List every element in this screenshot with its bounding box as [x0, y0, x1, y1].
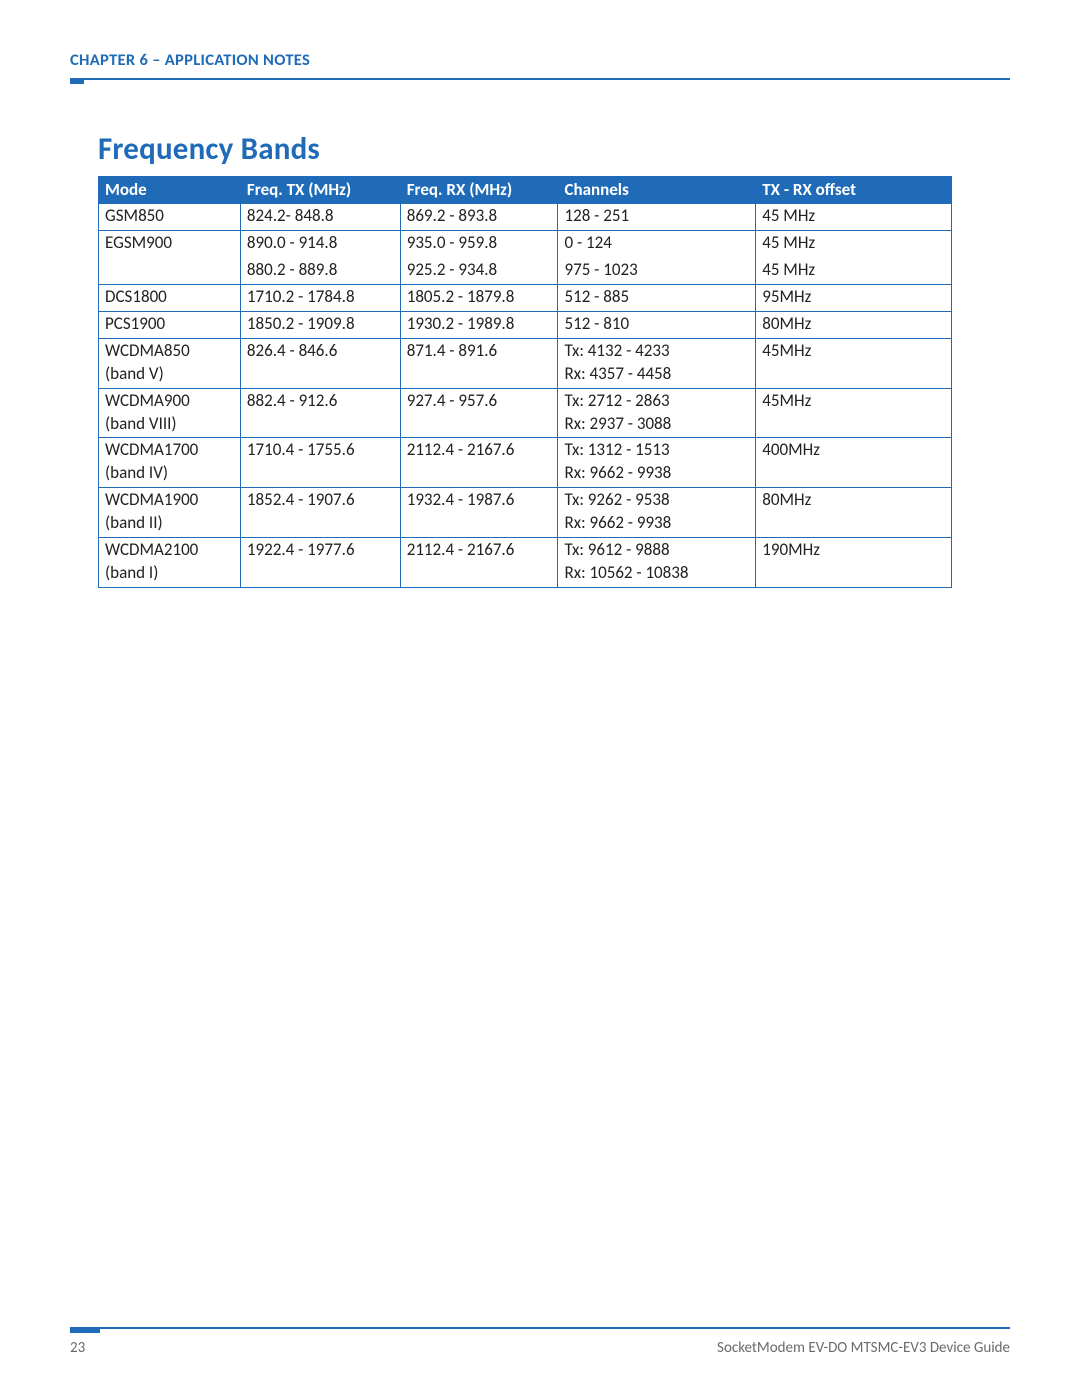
chapter-label: CHAPTER 6 – APPLICATION NOTES [70, 50, 1010, 70]
table-cell: 45MHz [756, 338, 952, 388]
table-cell: 512 - 885 [558, 284, 756, 311]
table-cell: 927.4 - 957.6 [400, 388, 558, 438]
table-header-row: ModeFreq. TX (MHz)Freq. RX (MHz)Channels… [99, 177, 952, 204]
table-row: PCS19001850.2 - 1909.81930.2 - 1989.8512… [99, 311, 952, 338]
table-cell: EGSM900 [99, 230, 241, 257]
table-cell: 1922.4 - 1977.6 [240, 538, 400, 588]
table-cell: 1710.4 - 1755.6 [240, 438, 400, 488]
table-row: DCS18001710.2 - 1784.81805.2 - 1879.8512… [99, 284, 952, 311]
table-cell: 824.2- 848.8 [240, 204, 400, 231]
table-cell: 2112.4 - 2167.6 [400, 438, 558, 488]
table-cell: 1930.2 - 1989.8 [400, 311, 558, 338]
table-cell: 869.2 - 893.8 [400, 204, 558, 231]
chapter-underline-accent [70, 78, 84, 84]
table-cell: 1710.2 - 1784.8 [240, 284, 400, 311]
table-row: EGSM900890.0 - 914.8935.0 - 959.80 - 124… [99, 230, 952, 257]
table-cell: 1850.2 - 1909.8 [240, 311, 400, 338]
table-cell: WCDMA850(band V) [99, 338, 241, 388]
table-row: WCDMA1900(band II)1852.4 - 1907.61932.4 … [99, 488, 952, 538]
table-row: GSM850824.2- 848.8869.2 - 893.8128 - 251… [99, 204, 952, 231]
table-cell [99, 257, 241, 284]
table-row: WCDMA900(band VIII)882.4 - 912.6927.4 - … [99, 388, 952, 438]
table-cell: PCS1900 [99, 311, 241, 338]
footer-row: 23 SocketModem EV-DO MTSMC-EV3 Device Gu… [70, 1339, 1010, 1357]
table-cell: Tx: 2712 - 2863Rx: 2937 - 3088 [558, 388, 756, 438]
table-cell: 1852.4 - 1907.6 [240, 488, 400, 538]
chapter-underline [70, 78, 1010, 84]
table-cell: 45MHz [756, 388, 952, 438]
table-cell: Tx: 9612 - 9888Rx: 10562 - 10838 [558, 538, 756, 588]
page-footer: 23 SocketModem EV-DO MTSMC-EV3 Device Gu… [70, 1327, 1010, 1357]
table-cell: 935.0 - 959.8 [400, 230, 558, 257]
table-cell: 1805.2 - 1879.8 [400, 284, 558, 311]
table-cell: 925.2 - 934.8 [400, 257, 558, 284]
table-cell: 1932.4 - 1987.6 [400, 488, 558, 538]
table-cell: DCS1800 [99, 284, 241, 311]
page-container: CHAPTER 6 – APPLICATION NOTES Frequency … [0, 0, 1080, 1397]
table-row: 880.2 - 889.8925.2 - 934.8975 - 102345 M… [99, 257, 952, 284]
table-cell: Tx: 9262 - 9538Rx: 9662 - 9938 [558, 488, 756, 538]
table-cell: WCDMA2100(band I) [99, 538, 241, 588]
table-row: WCDMA850(band V)826.4 - 846.6871.4 - 891… [99, 338, 952, 388]
table-row: WCDMA1700(band IV)1710.4 - 1755.62112.4 … [99, 438, 952, 488]
table-cell: WCDMA1900(band II) [99, 488, 241, 538]
footer-underline-accent [70, 1327, 100, 1333]
table-cell: 2112.4 - 2167.6 [400, 538, 558, 588]
document-title: SocketModem EV-DO MTSMC-EV3 Device Guide [717, 1339, 1010, 1357]
table-cell: 400MHz [756, 438, 952, 488]
table-cell: 826.4 - 846.6 [240, 338, 400, 388]
table-cell: 45 MHz [756, 204, 952, 231]
table-cell: 0 - 124 [558, 230, 756, 257]
footer-underline-line [100, 1327, 1010, 1329]
table-cell: WCDMA1700(band IV) [99, 438, 241, 488]
table-cell: 890.0 - 914.8 [240, 230, 400, 257]
table-row: WCDMA2100(band I)1922.4 - 1977.62112.4 -… [99, 538, 952, 588]
table-cell: Tx: 1312 - 1513Rx: 9662 - 9938 [558, 438, 756, 488]
footer-underline [70, 1327, 1010, 1333]
table-cell: 45 MHz [756, 257, 952, 284]
table-header-cell: Freq. TX (MHz) [240, 177, 400, 204]
table-cell: 45 MHz [756, 230, 952, 257]
table-cell: 95MHz [756, 284, 952, 311]
table-cell: 512 - 810 [558, 311, 756, 338]
frequency-bands-table: ModeFreq. TX (MHz)Freq. RX (MHz)Channels… [98, 176, 952, 588]
table-cell: 128 - 251 [558, 204, 756, 231]
table-cell: WCDMA900(band VIII) [99, 388, 241, 438]
table-cell: 871.4 - 891.6 [400, 338, 558, 388]
table-cell: 80MHz [756, 311, 952, 338]
table-cell: 882.4 - 912.6 [240, 388, 400, 438]
table-cell: 975 - 1023 [558, 257, 756, 284]
section-title: Frequency Bands [98, 130, 1010, 168]
table-header-cell: TX - RX offset [756, 177, 952, 204]
table-cell: 880.2 - 889.8 [240, 257, 400, 284]
table-cell: 80MHz [756, 488, 952, 538]
table-header-cell: Freq. RX (MHz) [400, 177, 558, 204]
table-cell: 190MHz [756, 538, 952, 588]
chapter-underline-line [84, 78, 1010, 80]
table-cell: Tx: 4132 - 4233Rx: 4357 - 4458 [558, 338, 756, 388]
table-header-cell: Mode [99, 177, 241, 204]
table-header-cell: Channels [558, 177, 756, 204]
table-cell: GSM850 [99, 204, 241, 231]
page-number: 23 [70, 1339, 85, 1357]
